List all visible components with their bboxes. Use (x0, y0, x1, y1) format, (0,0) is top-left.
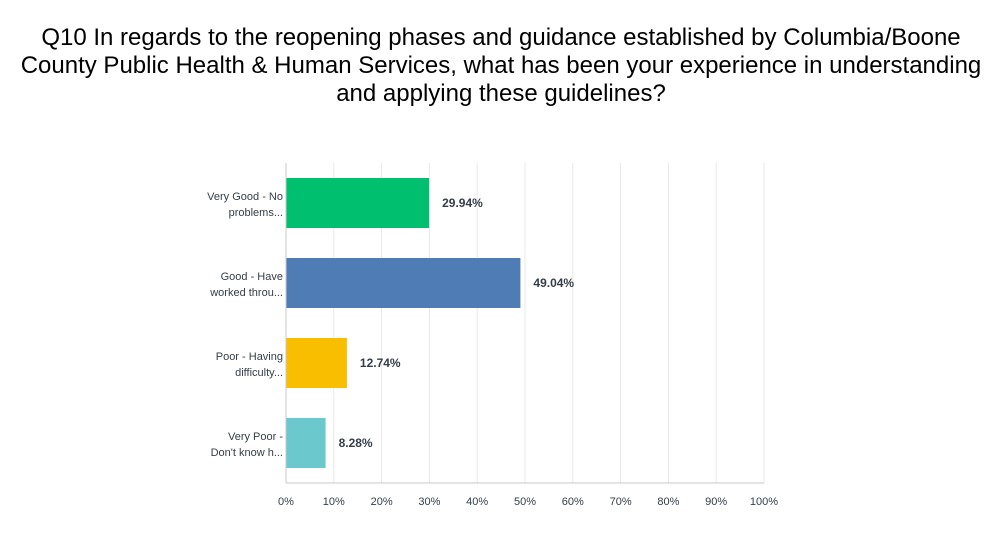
category-label: Don't know h... (211, 447, 283, 459)
x-tick-label: 40% (466, 496, 488, 508)
x-tick-label: 0% (278, 496, 294, 508)
bar (286, 418, 326, 468)
category-label: Very Poor - (228, 431, 283, 443)
category-label: problems... (229, 207, 283, 219)
category-label: Good - Have (221, 271, 283, 283)
x-tick-label: 50% (514, 496, 536, 508)
category-label: Very Good - No (207, 191, 283, 203)
data-label: 29.94% (442, 196, 483, 210)
data-label: 12.74% (360, 356, 401, 370)
x-tick-label: 70% (610, 496, 632, 508)
x-tick-label: 90% (705, 496, 727, 508)
x-tick-label: 30% (418, 496, 440, 508)
x-tick-label: 10% (323, 496, 345, 508)
bar (286, 338, 347, 388)
x-tick-label: 100% (750, 496, 778, 508)
category-label: difficulty... (235, 367, 283, 379)
bar (286, 178, 430, 228)
x-tick-label: 20% (371, 496, 393, 508)
data-label: 8.28% (339, 436, 373, 450)
category-label: worked throu... (209, 287, 283, 299)
labels: 0% 10% 20% 30% 40% 50% 60% 70% 80% 90% 100% 29.94% V… (207, 191, 778, 508)
x-tick-label: 80% (657, 496, 679, 508)
bar (286, 258, 521, 308)
data-label: 49.04% (533, 276, 574, 290)
axes (285, 163, 764, 484)
bars (286, 178, 521, 468)
category-label: Poor - Having (216, 351, 283, 363)
x-tick-label: 60% (562, 496, 584, 508)
chart-title: Q10 In regards to the reopening phases a… (20, 24, 982, 107)
